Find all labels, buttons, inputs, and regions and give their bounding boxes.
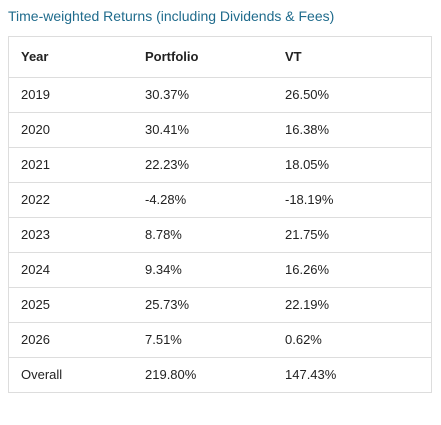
cell-year: 2025: [9, 286, 133, 322]
table-row: 2023 8.78% 21.75%: [9, 216, 431, 252]
cell-portfolio: 22.23%: [133, 146, 273, 182]
header-vt: VT: [273, 37, 431, 78]
header-year: Year: [9, 37, 133, 78]
cell-year: 2019: [9, 76, 133, 112]
table-row: 2024 9.34% 16.26%: [9, 251, 431, 287]
cell-vt: 16.26%: [273, 251, 431, 287]
table-body: 2019 30.37% 26.50% 2020 30.41% 16.38% 20…: [9, 76, 431, 392]
table-row: 2025 25.73% 22.19%: [9, 286, 431, 322]
cell-portfolio: 8.78%: [133, 216, 273, 252]
returns-table-container: Year Portfolio VT 2019 30.37% 26.50% 202…: [8, 36, 432, 393]
cell-year: 2024: [9, 251, 133, 287]
cell-year: Overall: [9, 356, 133, 392]
cell-portfolio: 25.73%: [133, 286, 273, 322]
cell-vt: 21.75%: [273, 216, 431, 252]
cell-vt: 26.50%: [273, 76, 431, 112]
table-header-row: Year Portfolio VT: [9, 37, 431, 78]
cell-year: 2023: [9, 216, 133, 252]
table-row: 2019 30.37% 26.50%: [9, 76, 431, 112]
cell-portfolio: 7.51%: [133, 321, 273, 357]
cell-year: 2021: [9, 146, 133, 182]
cell-portfolio: 9.34%: [133, 251, 273, 287]
cell-vt: -18.19%: [273, 181, 431, 217]
cell-year: 2020: [9, 111, 133, 147]
cell-year: 2022: [9, 181, 133, 217]
cell-portfolio: 30.37%: [133, 76, 273, 112]
returns-table: Year Portfolio VT 2019 30.37% 26.50% 202…: [9, 37, 431, 392]
cell-portfolio: 30.41%: [133, 111, 273, 147]
table-row: 2021 22.23% 18.05%: [9, 146, 431, 182]
table-row: 2020 30.41% 16.38%: [9, 111, 431, 147]
returns-title: Time-weighted Returns (including Dividen…: [8, 8, 335, 24]
cell-portfolio: 219.80%: [133, 356, 273, 392]
table-row-overall: Overall 219.80% 147.43%: [9, 356, 431, 392]
cell-vt: 18.05%: [273, 146, 431, 182]
table-row: 2022 -4.28% -18.19%: [9, 181, 431, 217]
cell-portfolio: -4.28%: [133, 181, 273, 217]
table-row: 2026 7.51% 0.62%: [9, 321, 431, 357]
cell-vt: 16.38%: [273, 111, 431, 147]
cell-vt: 147.43%: [273, 356, 431, 392]
header-portfolio: Portfolio: [133, 37, 273, 78]
cell-vt: 0.62%: [273, 321, 431, 357]
cell-vt: 22.19%: [273, 286, 431, 322]
cell-year: 2026: [9, 321, 133, 357]
